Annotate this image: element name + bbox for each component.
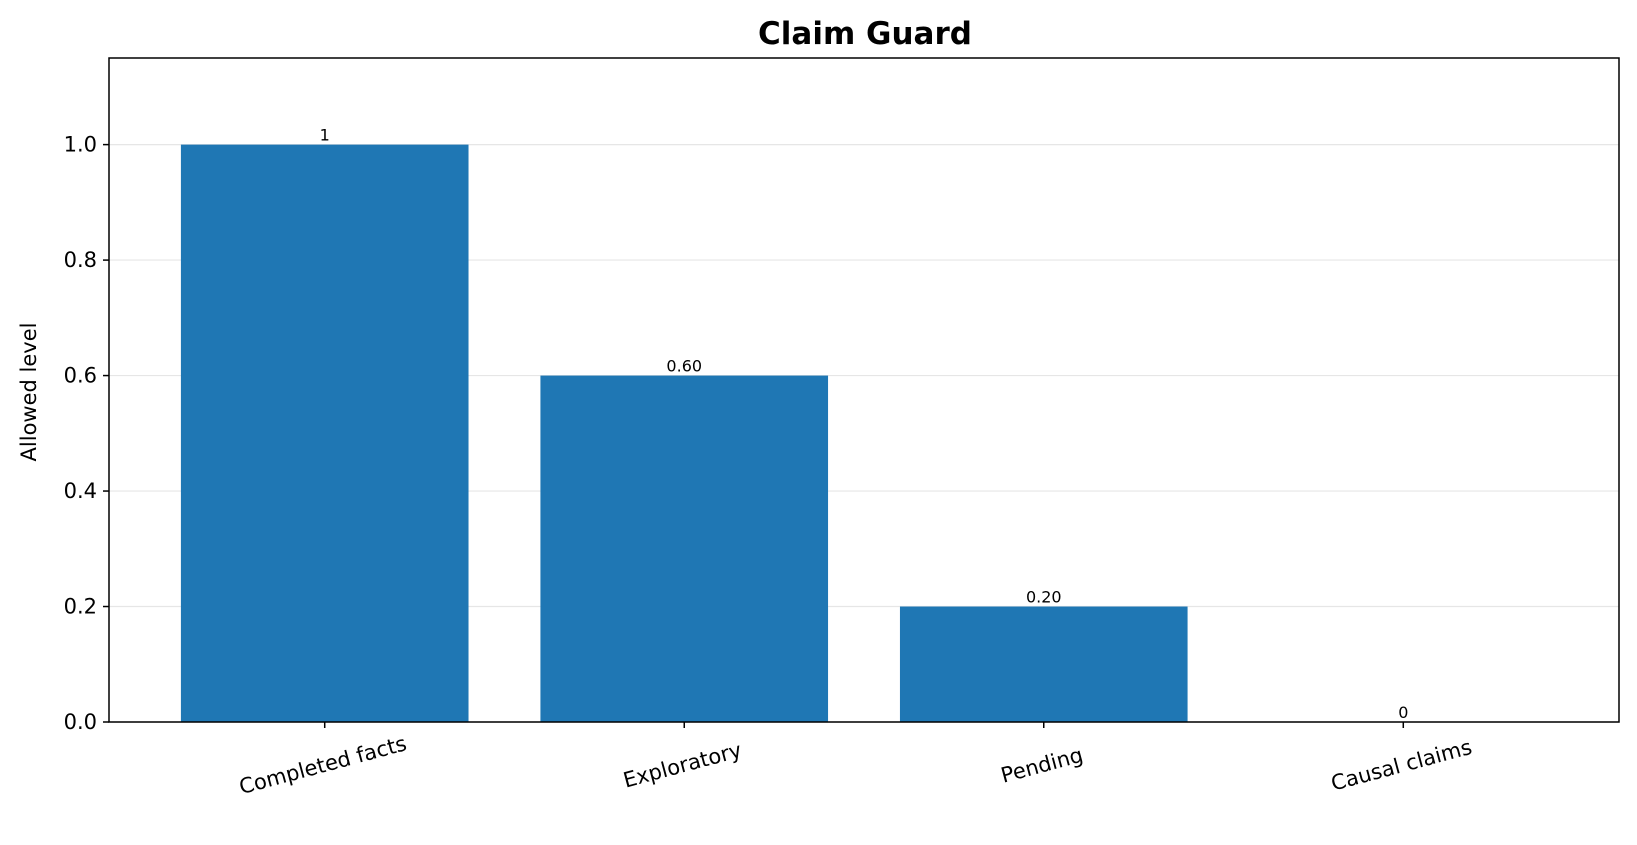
bars <box>180 144 1188 722</box>
y-tick-label: 1.0 <box>64 133 97 157</box>
data-label: 0 <box>1398 703 1408 722</box>
category-label: Pending <box>998 743 1085 788</box>
data-labels: 1 0.60 0.20 0 <box>320 126 1409 722</box>
y-tick-label: 0.2 <box>64 595 97 619</box>
category-label: Exploratory <box>621 738 744 793</box>
y-tick-labels: 0.0 0.2 0.4 0.6 0.8 1.0 <box>64 133 97 734</box>
bar <box>180 144 469 722</box>
category-label: Causal claims <box>1329 735 1475 796</box>
y-axis-label: Allowed level <box>17 323 41 462</box>
axis-ticks <box>103 143 1405 728</box>
category-label: Completed facts <box>237 731 410 799</box>
bar <box>540 375 829 722</box>
x-tick-labels: Completed facts Exploratory Pending Causal … <box>237 731 1475 799</box>
y-tick-label: 0.4 <box>64 479 97 503</box>
plot-frame <box>108 57 1620 723</box>
y-tick-label: 0.0 <box>64 710 97 734</box>
y-tick-label: 0.6 <box>64 364 97 388</box>
data-label: 0.60 <box>666 357 702 376</box>
data-label: 1 <box>320 126 330 145</box>
y-tick-label: 0.8 <box>64 248 97 272</box>
bar <box>899 606 1188 722</box>
chart-title: Claim Guard <box>758 16 972 52</box>
data-label: 0.20 <box>1026 588 1062 607</box>
